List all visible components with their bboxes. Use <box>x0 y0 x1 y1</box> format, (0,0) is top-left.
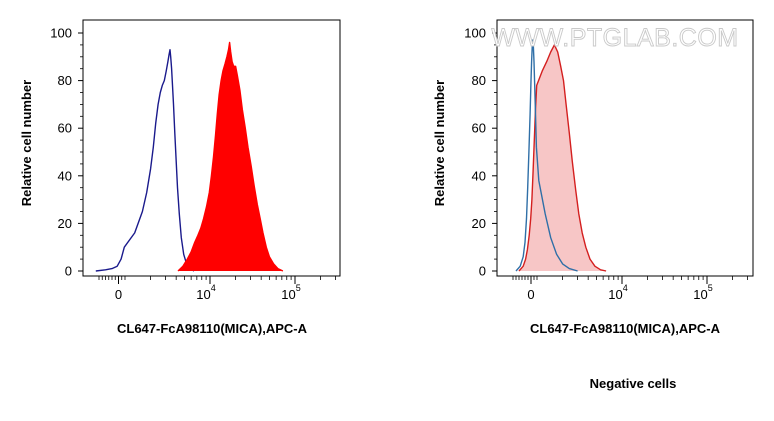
y-tick-label: 40 <box>58 168 72 183</box>
series-1-area <box>178 42 283 271</box>
x-tick-label: 104 <box>196 283 215 302</box>
x-axis-label: CL647-FcA98110(MICA),APC-A <box>530 321 721 336</box>
y-axis-label: Relative cell number <box>19 80 34 206</box>
x-axis: 0 104 105 <box>98 276 336 302</box>
x-axis: 0 104 105 <box>512 276 748 302</box>
x-tick-exponent: 4 <box>623 283 628 293</box>
series-0-area <box>519 44 607 272</box>
series-1-line <box>515 39 578 272</box>
y-tick-label: 80 <box>58 73 72 88</box>
y-tick-label: 40 <box>472 168 486 183</box>
series-layer <box>95 41 284 272</box>
x-tick-exponent: 4 <box>211 283 216 293</box>
panel-caption: Negative cells <box>590 376 677 391</box>
x-tick-label: 105 <box>281 283 300 302</box>
y-tick-label: 60 <box>472 121 486 136</box>
series-0-line <box>95 49 195 272</box>
y-tick-label: 0 <box>479 264 486 279</box>
x-tick-exponent: 5 <box>296 283 301 293</box>
y-axis: 0 20 40 60 80 100 <box>50 26 83 279</box>
x-tick-label: 104 <box>608 283 627 302</box>
y-tick-label: 60 <box>58 121 72 136</box>
series-0-line <box>518 44 607 272</box>
x-tick-label: 0 <box>115 287 122 302</box>
y-tick-label: 80 <box>472 73 486 88</box>
plot-frame <box>496 19 754 277</box>
y-tick-label: 0 <box>65 264 72 279</box>
y-tick-label: 20 <box>58 216 72 231</box>
x-tick-exponent: 5 <box>708 283 713 293</box>
watermark: WWW.PTGLAB.COM <box>491 24 738 52</box>
x-tick-label: 0 <box>527 287 534 302</box>
histogram-panel-stained: 0 20 40 60 80 100 0 104 105 Relative cell numbe… <box>19 19 341 336</box>
plot-frame <box>82 19 341 277</box>
y-axis-label: Relative cell number <box>432 80 447 206</box>
series-1-line <box>177 41 284 272</box>
y-tick-label: 100 <box>50 26 72 41</box>
y-tick-label: 20 <box>472 216 486 231</box>
y-tick-label: 100 <box>464 26 486 41</box>
x-tick-label: 105 <box>693 283 712 302</box>
y-axis: 0 20 40 60 80 100 <box>464 26 497 279</box>
x-axis-label: CL647-FcA98110(MICA),APC-A <box>117 321 308 336</box>
series-layer <box>515 39 607 272</box>
histogram-panel-negative: 0 20 40 60 80 100 0 104 105 Relative cell numbe… <box>432 19 754 336</box>
